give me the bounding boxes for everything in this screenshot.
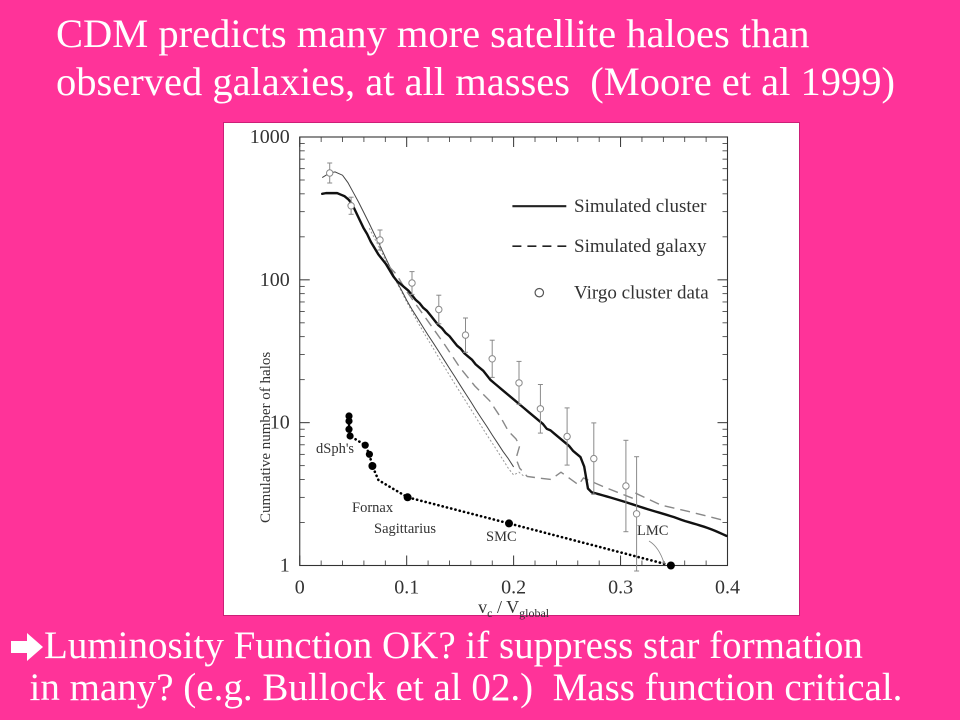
svg-text:Simulated galaxy: Simulated galaxy [574, 236, 707, 257]
svg-text:1000: 1000 [250, 126, 290, 148]
svg-text:Virgo cluster data: Virgo cluster data [574, 283, 709, 304]
svg-text:SMC: SMC [486, 529, 517, 545]
svg-text:1: 1 [280, 555, 290, 577]
svg-text:0.2: 0.2 [501, 577, 526, 599]
svg-text:0.1: 0.1 [394, 577, 419, 599]
svg-text:Sagittarius: Sagittarius [374, 521, 436, 537]
svg-text:Fornax: Fornax [352, 500, 394, 516]
svg-text:0.3: 0.3 [608, 577, 633, 599]
svg-text:dSph's: dSph's [316, 441, 354, 457]
svg-text:vc / Vglobal: vc / Vglobal [478, 597, 550, 620]
svg-text:LMC: LMC [637, 523, 668, 539]
svg-text:0.4: 0.4 [715, 577, 740, 599]
svg-text:100: 100 [260, 269, 290, 291]
svg-text:Simulated cluster: Simulated cluster [574, 196, 707, 217]
svg-text:0: 0 [295, 577, 305, 599]
